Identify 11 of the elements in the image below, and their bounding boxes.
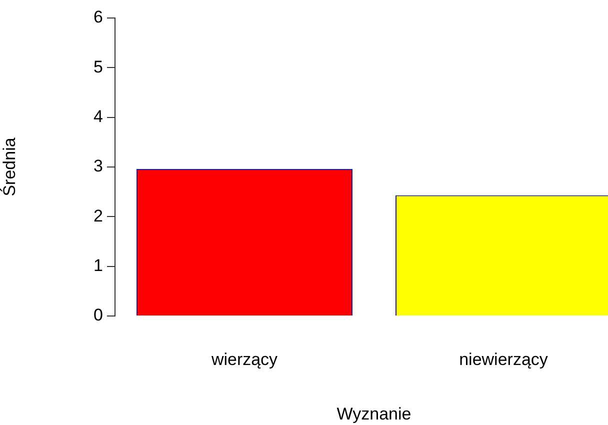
y-tick-label: 2 xyxy=(94,206,103,226)
y-tick-label: 1 xyxy=(94,256,103,276)
x-tick-label: niewierzący xyxy=(459,350,548,369)
y-tick-label: 5 xyxy=(94,57,103,76)
y-tick-label: 6 xyxy=(94,8,103,27)
y-tick-label: 4 xyxy=(94,107,103,126)
y-tick-label: 3 xyxy=(94,156,103,176)
y-tick-label: 0 xyxy=(94,306,103,325)
y-axis-title: Średnia xyxy=(0,137,19,196)
x-axis-title: Wyznanie xyxy=(336,404,412,424)
x-tick-label: wierzący xyxy=(210,350,278,369)
